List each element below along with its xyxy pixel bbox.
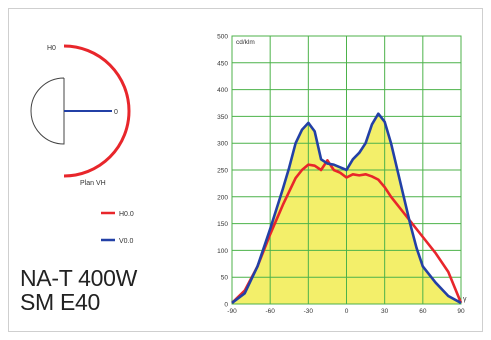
y-unit-label: cd/klm (236, 39, 255, 46)
series-line-h (231, 159, 463, 304)
x-tick-label: -90 (227, 308, 237, 315)
y-tick-label: 100 (217, 248, 228, 255)
y-tick-label: 400 (217, 87, 228, 94)
y-tick-label: 500 (217, 34, 228, 41)
candela-chart: 0 50 100 150 200 250 300 350 400 450 500 -90 -60 -30 0… (217, 34, 467, 316)
x-tick-label: 30 (381, 308, 389, 315)
x-corner-label: γ (463, 296, 467, 303)
y-tick-label: 250 (217, 168, 228, 175)
polar-panel: H0 0 Plan VH H0.0 V0.0 NA-T 400W SM E40 (0, 0, 210, 340)
label-h0: H0 (47, 45, 56, 52)
chart-area: 0 50 100 150 200 250 300 350 400 450 500 -90 -60 -30 0… (200, 22, 480, 332)
legend-v-label: V0.0 (119, 238, 134, 245)
polar-diagram: H0 0 Plan VH H0.0 V0.0 (30, 44, 134, 245)
x-tick-label: -30 (304, 308, 314, 315)
product-line-1: NA-T 400W (20, 265, 138, 291)
x-tick-label: 60 (419, 308, 427, 315)
label-zero: 0 (114, 109, 118, 116)
y-tick-label: 200 (217, 194, 228, 201)
x-tick-label: 90 (457, 308, 465, 315)
product-line-2: SM E40 (20, 289, 101, 315)
x-tick-label: 0 (345, 308, 349, 315)
x-tick-label: -60 (265, 308, 275, 315)
y-tick-label: 450 (217, 60, 228, 67)
legend: H0.0 V0.0 (101, 211, 134, 245)
y-tick-label: 50 (221, 275, 229, 282)
product-name: NA-T 400W SM E40 (20, 266, 137, 314)
lamp-outline-icon (30, 77, 65, 145)
y-tick-label: 150 (217, 221, 228, 228)
series-line-v (231, 112, 462, 305)
y-tick-label: 0 (224, 302, 228, 309)
plot-frame (231, 35, 462, 305)
plane-caption: Plan VH (80, 180, 106, 187)
y-tick-label: 350 (217, 114, 228, 121)
legend-h-label: H0.0 (119, 211, 134, 218)
h-plane-arc (63, 44, 131, 178)
y-tick-label: 300 (217, 141, 228, 148)
